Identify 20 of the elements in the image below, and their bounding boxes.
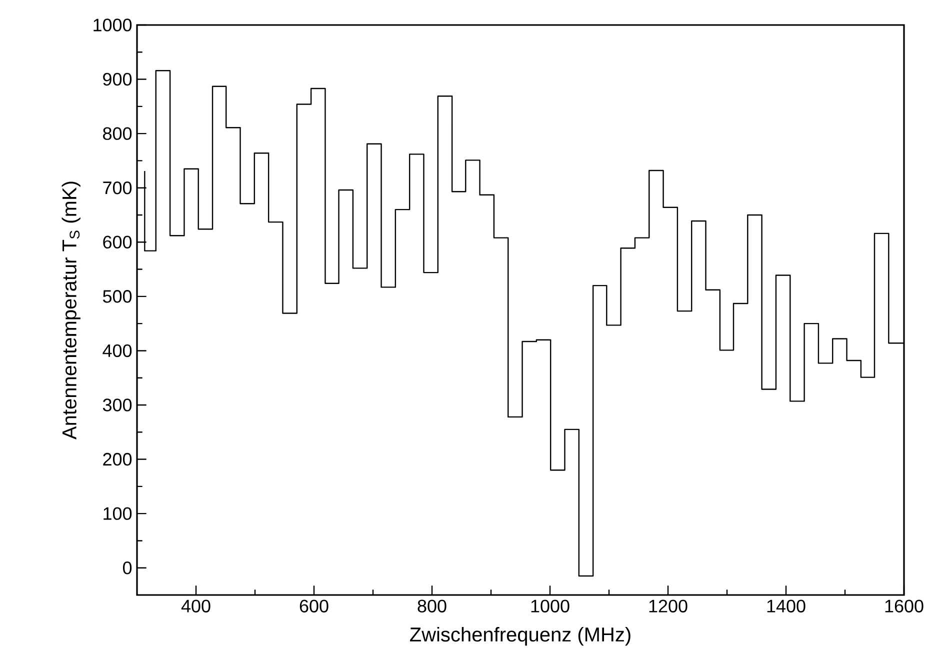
x-tick-label: 800	[418, 600, 446, 612]
y-tick-label: 700	[103, 181, 132, 194]
y-tick-label: 300	[102, 398, 132, 412]
x-tick-label: 600	[300, 600, 328, 612]
y-tick-label: 0	[122, 561, 132, 574]
y-tick-label: 600	[103, 236, 132, 249]
y-tick-label: 900	[103, 72, 132, 86]
x-tick-label: 1400	[767, 600, 806, 612]
x-tick-label: 1200	[649, 600, 688, 612]
x-tick-label: 1000	[531, 600, 570, 612]
y-tick-label: 1000	[94, 18, 132, 32]
y-tick-label: 100	[104, 507, 132, 520]
y-tick-label: 200	[103, 452, 132, 466]
y-tick-label: 500	[102, 290, 132, 303]
y-tick-label: 800	[103, 127, 132, 140]
x-axis-title: Zwischenfrequenz (MHz)	[410, 626, 630, 646]
y-axis-title: Antennentemperatur T$_{S}$ (mK)	[62, 182, 80, 440]
x-tick-label: 400	[181, 600, 210, 612]
y-tick-label: 400	[102, 344, 132, 358]
x-tick-label: 1600	[885, 600, 924, 612]
